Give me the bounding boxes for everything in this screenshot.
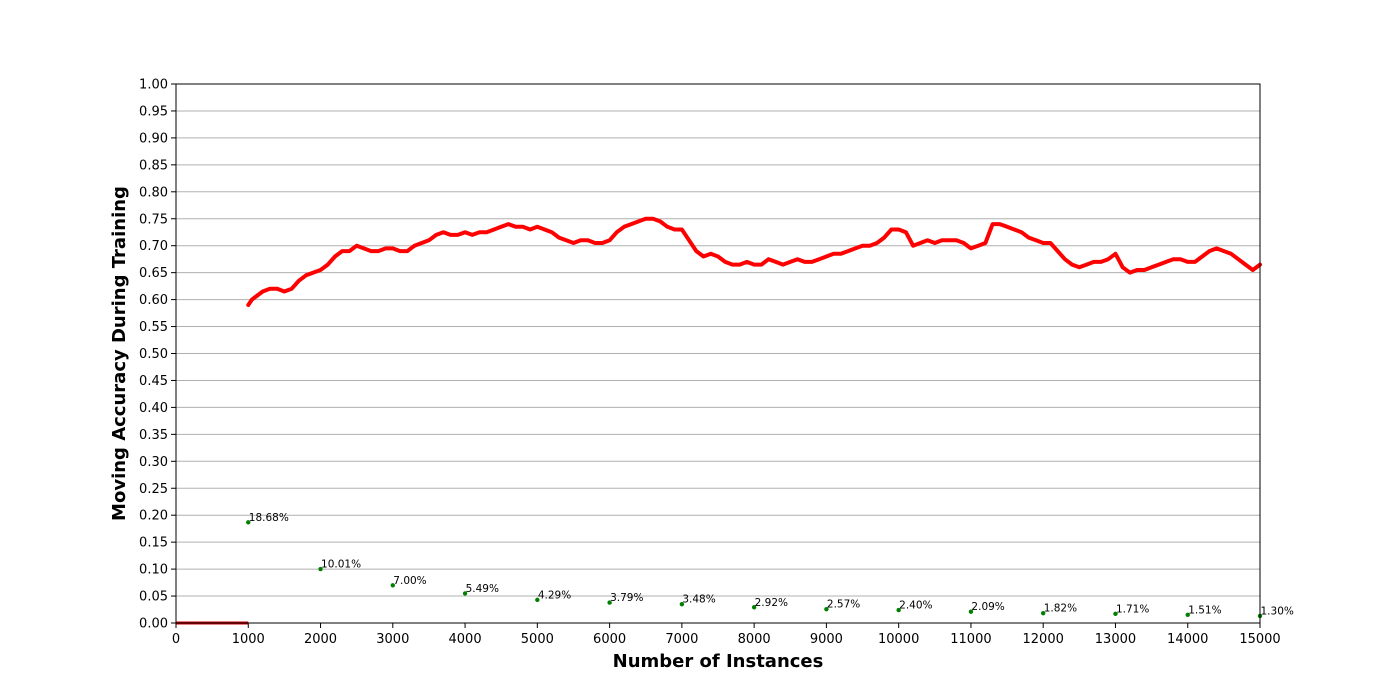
percent-point — [824, 606, 829, 612]
x-tick-label: 7000 — [665, 632, 698, 647]
percent-point-label: 1.30% — [1261, 605, 1294, 617]
grid-lines — [176, 110, 1260, 597]
percent-point — [751, 605, 757, 610]
y-tick-label: 0.70 — [139, 239, 168, 254]
percent-point-label: 10.01% — [321, 559, 361, 571]
percent-point — [462, 591, 468, 596]
x-tick-label: 10000 — [878, 632, 919, 647]
y-tick-label: 0.55 — [139, 320, 168, 335]
y-tick-label: 0.00 — [139, 617, 168, 632]
y-tick-label: 0.60 — [139, 293, 168, 308]
percent-point-label: 3.79% — [610, 592, 643, 604]
y-tick-label: 0.95 — [139, 104, 168, 119]
x-tick-label: 9000 — [810, 632, 843, 647]
percent-point — [246, 520, 251, 525]
x-tick-label: 11000 — [950, 632, 991, 647]
x-tick-label: 8000 — [738, 632, 771, 647]
x-tick-label: 5000 — [521, 632, 554, 647]
percent-point-label: 2.92% — [755, 597, 788, 609]
y-axis-ticks: 0.00 0.05 0.10 0.15 0.20 0.25 0.30 0.35 0.40 0.45… — [139, 78, 176, 632]
percent-point — [390, 583, 395, 588]
y-axis-label: Moving Accuracy During Training — [109, 186, 130, 521]
percent-point-label: 1.82% — [1044, 603, 1077, 615]
y-tick-label: 0.90 — [139, 131, 168, 146]
y-tick-label: 0.10 — [139, 563, 168, 578]
percent-point — [679, 602, 685, 607]
accuracy-line — [246, 216, 1262, 307]
x-tick-label: 6000 — [593, 632, 626, 647]
x-tick-label: 1000 — [232, 632, 265, 647]
x-tick-label: 15000 — [1239, 632, 1280, 647]
percent-point — [1041, 610, 1046, 616]
y-tick-label: 0.25 — [139, 482, 168, 497]
x-tick-label: 12000 — [1023, 632, 1064, 647]
percent-point — [318, 566, 323, 572]
percent-point — [968, 609, 974, 614]
percent-point-label: 2.40% — [899, 600, 932, 612]
x-tick-label: 0 — [172, 632, 180, 647]
x-tick-label: 4000 — [449, 632, 482, 647]
y-tick-label: 0.20 — [139, 509, 168, 524]
y-tick-label: 0.50 — [139, 347, 168, 362]
y-tick-label: 0.45 — [139, 374, 168, 389]
percent-point-label: 3.48% — [682, 594, 715, 606]
x-tick-label: 13000 — [1095, 632, 1136, 647]
y-tick-label: 0.05 — [139, 590, 168, 605]
percent-point-label: 2.57% — [827, 599, 860, 611]
y-tick-label: 0.40 — [139, 401, 168, 416]
percent-point-label: 2.09% — [971, 601, 1004, 613]
percent-point — [1113, 611, 1118, 616]
accuracy-series — [246, 216, 1262, 307]
percent-points: 18.68% 10.01% 7.00% 5.49% 4.29% 3.79% 3.48% 2.9… — [246, 512, 1294, 619]
y-tick-label: 0.75 — [139, 212, 168, 227]
percent-point-label: 1.71% — [1116, 603, 1149, 615]
y-tick-label: 0.65 — [139, 266, 168, 281]
y-tick-label: 0.85 — [139, 158, 168, 173]
percent-point-label: 7.00% — [393, 575, 426, 587]
x-axis-label: Number of Instances — [613, 651, 824, 672]
y-tick-label: 0.15 — [139, 536, 168, 551]
percent-point-label: 4.29% — [538, 589, 571, 601]
percent-point-label: 1.51% — [1188, 604, 1221, 616]
percent-point-label: 5.49% — [466, 583, 499, 595]
y-tick-label: 1.00 — [139, 78, 168, 93]
x-tick-label: 3000 — [376, 632, 409, 647]
x-axis-ticks: 0 1000 2000 3000 4000 5000 6000 7000 8000 9000 100… — [172, 623, 1281, 647]
y-tick-label: 0.35 — [139, 428, 168, 443]
percent-point — [607, 600, 612, 605]
x-tick-label: 2000 — [304, 632, 337, 647]
percent-point — [1185, 612, 1190, 618]
y-tick-label: 0.30 — [139, 455, 168, 470]
percent-point — [896, 607, 901, 613]
percent-point — [535, 597, 540, 603]
x-tick-label: 14000 — [1167, 632, 1208, 647]
y-tick-label: 0.80 — [139, 185, 168, 200]
percent-point-label: 18.68% — [249, 512, 289, 524]
